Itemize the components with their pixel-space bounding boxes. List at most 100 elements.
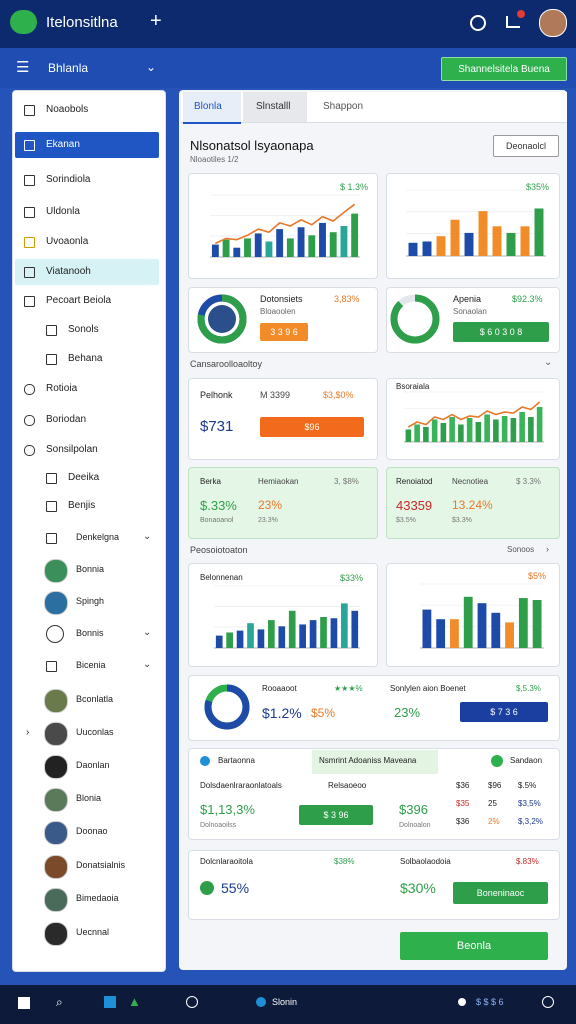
user-icon[interactable] [506, 16, 520, 28]
card-value: 55% [221, 880, 250, 896]
tab[interactable]: Blonla [194, 101, 222, 112]
bar [493, 419, 499, 442]
trend-line [407, 401, 541, 428]
tab[interactable]: Slnstalll [256, 101, 291, 112]
header-button[interactable]: Deonaolcl [493, 135, 559, 157]
tray-status: $ $ $ 6 [476, 997, 504, 1007]
chart-title: Belonnenan [200, 573, 243, 582]
chevron[interactable]: ⌄ [143, 531, 152, 542]
bar [528, 417, 534, 442]
tray-icon[interactable] [542, 996, 554, 1008]
nav-item[interactable]: Uldonla [46, 206, 80, 217]
card-button[interactable]: 3 3 9 6 [260, 323, 308, 341]
bar [414, 424, 420, 442]
menu-icon[interactable]: ☰ [16, 59, 30, 76]
nav-item[interactable]: Bicenia [76, 660, 106, 670]
nav-item[interactable]: Sorindiola [46, 174, 91, 185]
chevron[interactable]: ⌄ [544, 357, 553, 368]
search-icon[interactable]: ⌕ [56, 995, 63, 1009]
nav-item[interactable]: Uvoaonla [46, 236, 89, 247]
bar [254, 233, 262, 257]
nav-item[interactable]: Bconlatla [76, 694, 114, 704]
card-title: Rooaaoot [262, 684, 297, 693]
nav-item[interactable]: Uuconlas [76, 727, 114, 737]
app-icon[interactable] [186, 996, 198, 1008]
bar [268, 620, 275, 648]
add-icon[interactable]: + [150, 10, 162, 32]
section-title: Peosoiotoaton [190, 545, 248, 555]
card-value: $30% [400, 880, 436, 896]
nav-item[interactable]: Boriodan [46, 414, 87, 425]
bar [211, 244, 219, 257]
icon [491, 755, 503, 767]
nav-item[interactable]: Ekanan [46, 139, 80, 150]
chevron[interactable]: ⌄ [143, 627, 152, 638]
card-note: Bonaoanol [200, 517, 234, 524]
nav-item[interactable]: Behana [68, 353, 103, 364]
nav-icon [24, 207, 35, 218]
rating: ★★★% [334, 684, 363, 693]
expand-arrow[interactable]: › [26, 727, 30, 738]
nav-icon [24, 140, 35, 151]
stat-card [188, 467, 378, 539]
chevron[interactable]: ⌄ [143, 659, 152, 670]
cell: $3,5% [518, 799, 541, 808]
nav-item[interactable]: Rotioia [46, 383, 78, 394]
nav-item[interactable]: Daonlan [76, 760, 110, 770]
nav-item[interactable]: Pecoart Beiola [46, 295, 112, 306]
chart-label: $33% [340, 573, 364, 583]
start-icon[interactable] [18, 997, 30, 1009]
menu-title[interactable]: Bhlanla [48, 61, 89, 75]
card-button[interactable]: $ 7 3 6 [460, 702, 548, 722]
tab[interactable]: Shappon [323, 101, 364, 112]
nav-item[interactable]: Donatsialnis [76, 860, 126, 870]
cell-button[interactable]: $ 3 96 [299, 805, 373, 825]
bar [506, 232, 516, 256]
nav-item[interactable]: Benjis [68, 500, 96, 511]
avatar [44, 559, 68, 583]
logo[interactable] [10, 10, 37, 34]
primary-button[interactable]: Beonla [400, 932, 548, 960]
cell: $1,13,3% [200, 802, 255, 817]
nav-item[interactable]: Doonao [76, 826, 108, 836]
nav-item[interactable]: Viatanooh [46, 266, 91, 277]
taskbar-app[interactable]: Slonin [272, 997, 298, 1007]
avatar [44, 821, 68, 845]
nav-item[interactable]: Deeika [68, 472, 100, 483]
nav-item[interactable]: Spingh [76, 596, 105, 606]
nav-item[interactable]: Sonsilpolan [46, 444, 98, 455]
avatar [44, 689, 68, 713]
card-button[interactable]: Boneninaoc [453, 882, 548, 904]
card-button[interactable]: $ 6 0 3 0 8 [453, 322, 549, 342]
nav-item[interactable]: Bonnis [76, 628, 104, 638]
bar [466, 418, 473, 442]
card-title: Berka [200, 477, 221, 486]
nav-item[interactable]: Noaobols [46, 104, 89, 115]
nav-item[interactable]: Denkelgna [76, 532, 120, 542]
nav-item[interactable]: Sonols [68, 324, 99, 335]
bar [449, 417, 455, 442]
bar [340, 226, 348, 257]
card-value: 23% [258, 498, 283, 512]
bar [236, 630, 244, 648]
bar [351, 213, 359, 257]
chevron[interactable]: ⌄ [146, 60, 157, 74]
app-icon[interactable] [104, 996, 116, 1008]
arrow[interactable]: › [546, 544, 549, 554]
nav-item[interactable]: Bonnia [76, 564, 105, 574]
app-icon[interactable]: ▲ [128, 994, 141, 1009]
nav-item[interactable]: Blonia [76, 793, 102, 803]
icon [200, 881, 214, 895]
cell: Dolnoaoilss [200, 822, 237, 829]
card-button[interactable]: $96 [260, 417, 364, 437]
section-link[interactable]: Sonoos [507, 545, 535, 554]
header-button[interactable]: Shannelsitela Buena [441, 57, 567, 81]
nav-item[interactable]: Uecnnal [76, 927, 110, 937]
card-note: $3.3% [452, 517, 472, 524]
nav-item[interactable]: Bimedaoia [76, 893, 119, 903]
app-icon[interactable] [256, 997, 266, 1007]
nav-icon [24, 237, 35, 248]
clock-icon[interactable] [470, 15, 486, 31]
avatar[interactable] [539, 9, 567, 37]
